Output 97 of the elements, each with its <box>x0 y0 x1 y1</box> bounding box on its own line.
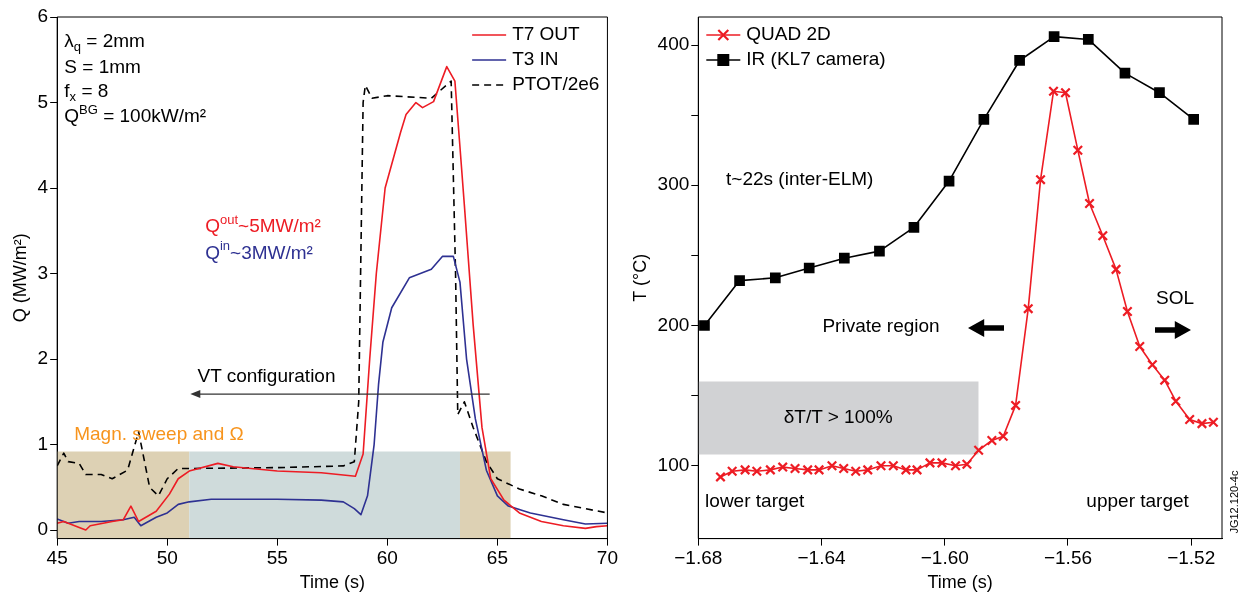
point <box>908 221 920 233</box>
point <box>1048 85 1059 97</box>
x-tick-label: 60 <box>376 547 398 569</box>
point <box>924 457 936 469</box>
point <box>1208 416 1219 428</box>
y-tick-label: 6 <box>37 5 49 27</box>
y-tick-label: 100 <box>657 453 690 475</box>
point <box>769 272 781 284</box>
point <box>1134 341 1146 352</box>
y-tick-label: 400 <box>657 33 690 55</box>
x-tick-label: 70 <box>596 547 618 569</box>
y-tick-label: 3 <box>37 261 49 283</box>
x-tick-label: −1.60 <box>920 547 969 569</box>
point <box>911 464 923 476</box>
point <box>986 435 998 446</box>
point <box>734 275 745 286</box>
text: JG12.120-4c <box>1228 470 1241 534</box>
point <box>862 464 874 476</box>
annotation: upper target <box>1086 490 1190 512</box>
annotation: VT configuration <box>197 364 336 386</box>
point <box>726 465 738 477</box>
y-tick-label: 1 <box>37 432 49 454</box>
point <box>1159 374 1171 386</box>
y-tick-label: 2 <box>37 347 49 369</box>
point <box>838 252 850 264</box>
y-tick-label: 200 <box>657 313 690 335</box>
point <box>1188 114 1199 125</box>
point <box>943 175 955 187</box>
annotation: Private region <box>822 314 940 336</box>
point <box>1022 303 1034 314</box>
x-tick-label: −1.56 <box>1043 547 1093 569</box>
point <box>978 114 990 125</box>
point <box>973 444 984 456</box>
point <box>803 262 815 274</box>
point <box>1084 198 1095 209</box>
x-axis-title: Time (s) <box>299 572 365 593</box>
point <box>802 464 813 476</box>
point <box>1082 34 1094 45</box>
point <box>699 320 710 331</box>
point <box>1014 55 1025 66</box>
point <box>1060 87 1071 99</box>
point <box>1097 230 1109 242</box>
legend-label: IR (KL7 camera) <box>746 48 886 70</box>
point <box>1010 400 1021 411</box>
x-tick-label: −1.68 <box>674 547 723 569</box>
x-tick-label: 50 <box>156 547 178 569</box>
point <box>1119 67 1131 79</box>
legend-label: QUAD 2D <box>746 23 831 45</box>
y-axis-title: Q (MW/m²) <box>9 233 30 323</box>
point <box>1048 31 1060 42</box>
x-tick-label: −1.64 <box>797 547 846 569</box>
point <box>1147 359 1158 371</box>
y-tick-label: 0 <box>37 518 49 540</box>
point <box>765 464 776 476</box>
point <box>875 460 887 472</box>
annotation: t~22s (inter-ELM) <box>726 168 874 190</box>
point <box>961 458 973 470</box>
point <box>1072 144 1084 156</box>
x-tick-label: −1.52 <box>1167 547 1216 569</box>
point <box>887 460 899 472</box>
point <box>1184 414 1195 425</box>
point <box>813 464 825 476</box>
point <box>777 461 789 473</box>
point <box>1110 264 1122 275</box>
legend-label: PTOT/2e6 <box>512 73 600 95</box>
point <box>997 430 1009 442</box>
point <box>936 457 948 469</box>
x-tick-label: 45 <box>46 547 68 569</box>
x-axis-title: Time (s) <box>927 572 993 593</box>
legend-label: T3 IN <box>512 48 559 70</box>
point <box>789 463 801 474</box>
point <box>1035 174 1046 185</box>
point <box>838 463 850 474</box>
legend-label: T7 OUT <box>512 23 581 45</box>
y-tick-label: 5 <box>37 90 49 112</box>
x-tick-label: 65 <box>486 547 508 569</box>
point <box>1196 418 1208 429</box>
band-label: δT/T > 100% <box>783 406 893 428</box>
annotation: S = 1mm <box>64 55 141 77</box>
point <box>826 460 838 472</box>
y-tick-label: 300 <box>657 173 690 195</box>
band-label: Magn. sweep and Ω <box>74 423 244 445</box>
point <box>950 460 961 472</box>
point <box>739 464 751 476</box>
x-tick-label: 55 <box>266 547 288 569</box>
annotation: lower target <box>705 490 806 512</box>
point <box>1154 87 1165 99</box>
point <box>751 465 763 477</box>
y-axis-title: T (°C) <box>629 253 650 302</box>
point <box>874 245 885 257</box>
point <box>1170 395 1182 407</box>
point <box>850 465 862 477</box>
point <box>900 464 912 476</box>
point <box>1122 306 1133 317</box>
point <box>715 471 726 483</box>
annotation: SOL <box>1156 286 1195 308</box>
y-tick-label: 4 <box>37 176 49 198</box>
